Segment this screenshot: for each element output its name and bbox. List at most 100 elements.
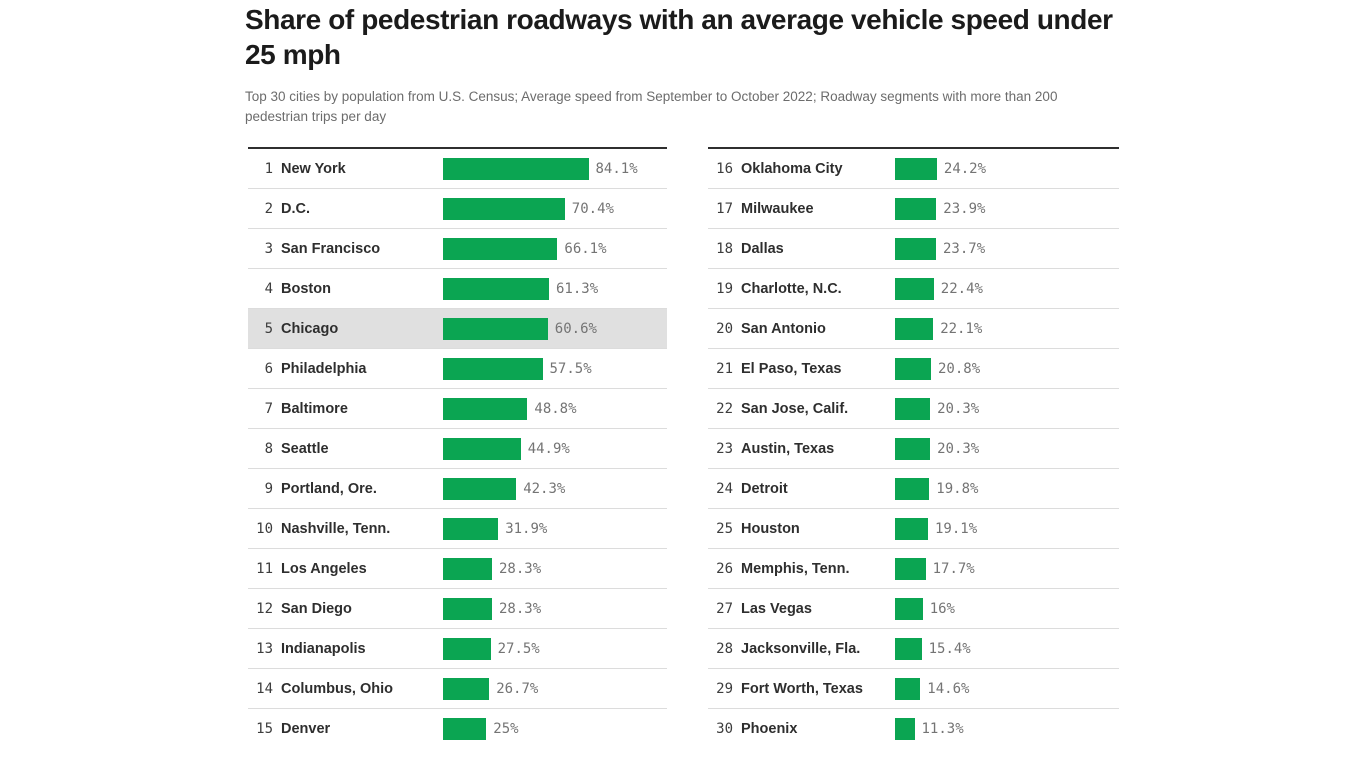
table-row[interactable]: 10 Nashville, Tenn. 31.9% [248,509,667,550]
value-bar [895,397,931,420]
table-row[interactable]: 9 Portland, Ore. 42.3% [248,469,667,510]
table-row[interactable]: 2 D.C. 70.4% [248,189,667,230]
table-row[interactable]: 4 Boston 61.3% [248,269,667,310]
table-row[interactable]: 7 Baltimore 48.8% [248,389,667,430]
value-label: 57.5% [549,360,592,377]
value-bar [443,557,492,580]
value-label: 44.9% [527,440,570,457]
rank-label: 18 [716,240,733,257]
value-bar [895,517,928,540]
bar-cell: 22.4% [895,277,1119,300]
city-label: San Francisco [281,240,381,257]
rank-label: 28 [716,640,733,657]
city-label: Milwaukee [741,200,814,217]
value-label: 17.7% [932,560,975,577]
table-row[interactable]: 11 Los Angeles 28.3% [248,549,667,590]
table-row[interactable]: 29 Fort Worth, Texas 14.6% [708,669,1119,710]
bar-cell: 17.7% [895,557,1119,580]
value-bar [443,677,490,700]
table-row[interactable]: 21 El Paso, Texas 20.8% [708,349,1119,390]
rank-label: 1 [264,160,273,177]
bar-cell: 26.7% [443,677,667,700]
rank-label: 10 [256,520,273,537]
bar-cell: 28.3% [443,557,667,580]
value-label: 20.3% [937,440,980,457]
city-label: Detroit [741,480,788,497]
city-label: Baltimore [281,400,348,417]
table-row[interactable]: 28 Jacksonville, Fla. 15.4% [708,629,1119,670]
value-label: 26.7% [496,680,539,697]
table-row[interactable]: 13 Indianapolis 27.5% [248,629,667,670]
bar-cell: 31.9% [443,517,667,540]
value-label: 23.9% [943,200,986,217]
city-label: Nashville, Tenn. [281,520,391,537]
value-bar [443,517,499,540]
bar-cell: 70.4% [443,197,667,220]
rank-label: 17 [716,200,733,217]
bar-cell: 23.7% [895,237,1119,260]
rank-label: 21 [716,360,733,377]
value-label: 15.4% [928,640,971,657]
bar-cell: 27.5% [443,637,667,660]
city-label: Philadelphia [281,360,367,377]
table-row[interactable]: 19 Charlotte, N.C. 22.4% [708,269,1119,310]
rank-label: 6 [264,360,273,377]
value-bar [443,597,492,620]
city-label: Chicago [281,320,339,337]
table-row[interactable]: 17 Milwaukee 23.9% [708,189,1119,230]
value-bar [443,437,521,460]
table-row[interactable]: 20 San Antonio 22.1% [708,309,1119,350]
rank-label: 27 [716,600,733,617]
rank-label: 4 [264,280,273,297]
value-bar [895,597,923,620]
table-row[interactable]: 5 Chicago 60.6% [248,309,667,350]
table-row[interactable]: 3 San Francisco 66.1% [248,229,667,270]
table-row[interactable]: 6 Philadelphia 57.5% [248,349,667,390]
rank-label: 5 [264,320,273,337]
value-bar [443,397,528,420]
table-row[interactable]: 1 New York 84.1% [248,149,667,190]
table-row[interactable]: 18 Dallas 23.7% [708,229,1119,270]
value-label: 23.7% [943,240,986,257]
table-row[interactable]: 27 Las Vegas 16% [708,589,1119,630]
ranked-bar-table: 1 New York 84.1% 2 D.C. 70.4% 3 San Francisco 66… [248,147,1366,749]
rank-label: 25 [716,520,733,537]
bar-cell: 24.2% [895,157,1119,180]
table-row[interactable]: 22 San Jose, Calif. 20.3% [708,389,1119,430]
bar-cell: 11.3% [895,718,1119,741]
table-row[interactable]: 24 Detroit 19.8% [708,469,1119,510]
city-label: Phoenix [741,721,798,738]
table-row[interactable]: 16 Oklahoma City 24.2% [708,149,1119,190]
city-label: Los Angeles [281,560,367,577]
value-label: 20.8% [938,360,981,377]
rank-label: 20 [716,320,733,337]
value-bar [895,477,930,500]
city-label: Memphis, Tenn. [741,560,850,577]
table-row[interactable]: 12 San Diego 28.3% [248,589,667,630]
value-label: 61.3% [556,280,599,297]
bar-cell: 20.8% [895,357,1119,380]
city-label: Dallas [741,240,784,257]
table-row[interactable]: 23 Austin, Texas 20.3% [708,429,1119,470]
rank-label: 22 [716,400,733,417]
value-label: 66.1% [564,240,607,257]
table-row[interactable]: 30 Phoenix 11.3% [708,709,1119,749]
city-label: New York [281,160,346,177]
bar-cell: 57.5% [443,357,667,380]
table-row[interactable]: 14 Columbus, Ohio 26.7% [248,669,667,710]
bar-cell: 15.4% [895,637,1119,660]
value-bar [443,277,549,300]
city-label: San Diego [281,600,352,617]
rank-label: 11 [256,560,273,577]
city-label: Las Vegas [741,600,812,617]
rank-label: 13 [256,640,273,657]
table-row[interactable]: 25 Houston 19.1% [708,509,1119,550]
table-row[interactable]: 26 Memphis, Tenn. 17.7% [708,549,1119,590]
value-bar [895,277,934,300]
bar-cell: 19.8% [895,477,1119,500]
table-row[interactable]: 8 Seattle 44.9% [248,429,667,470]
value-label: 20.3% [937,400,980,417]
table-row[interactable]: 15 Denver 25% [248,709,667,749]
city-label: Charlotte, N.C. [741,280,842,297]
